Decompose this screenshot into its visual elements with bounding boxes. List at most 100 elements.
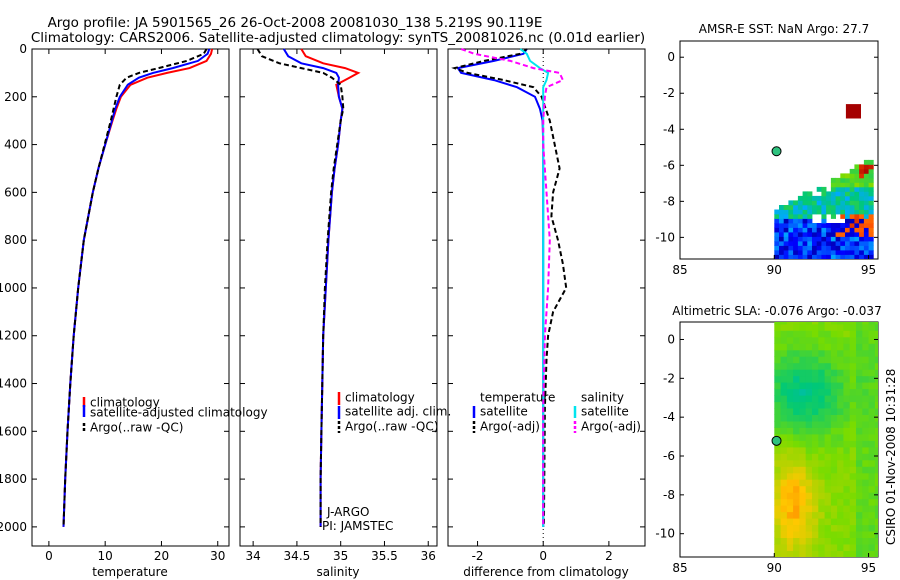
map-cell [774, 421, 781, 428]
map-cell [812, 485, 819, 493]
map-cell [863, 227, 869, 233]
map-cell [793, 209, 799, 215]
map-cell [788, 250, 794, 255]
map-cell [793, 492, 800, 500]
map-cell [812, 511, 819, 519]
map-cell [854, 214, 860, 219]
map-cell [786, 395, 794, 403]
map-cell [830, 356, 838, 364]
map-cell [802, 209, 808, 215]
map-cell [799, 453, 807, 461]
map-cell [845, 241, 851, 246]
map-cell [843, 356, 851, 364]
map-cell [799, 446, 807, 454]
map-cell [840, 214, 846, 219]
map-cell [835, 241, 841, 246]
map-cell [837, 524, 844, 532]
map-cell [818, 537, 825, 545]
map-cell [874, 524, 878, 532]
map-cell [786, 459, 794, 467]
map-cell [821, 245, 827, 251]
map-cell [793, 241, 799, 246]
map-cell [793, 330, 800, 338]
map-cell [840, 186, 846, 192]
map-cell [843, 388, 851, 396]
map-cell [863, 209, 869, 215]
map-cell [780, 427, 788, 435]
map-cell [780, 349, 788, 357]
salinity-annotation-jargo: J-ARGO [326, 505, 369, 519]
map-cell [837, 382, 844, 390]
map-cell [818, 375, 825, 383]
map-cell [779, 227, 785, 233]
map-cell [845, 223, 851, 228]
map-cell [854, 254, 860, 259]
map-cell [868, 544, 876, 551]
map-cell [799, 518, 807, 526]
map-cell [840, 200, 846, 206]
map-cell [812, 227, 818, 233]
map-cell [786, 421, 794, 428]
series-line-temperature-satellite [456, 48, 545, 527]
map-cell [780, 382, 788, 390]
map-cell [843, 479, 851, 487]
map-cell [779, 232, 785, 237]
map-cell [849, 492, 857, 500]
map-cell [802, 205, 808, 210]
map-cell [774, 218, 780, 224]
map-cell [868, 168, 874, 174]
map-cell [818, 322, 825, 325]
sst-map-axes: 85 90 95 0 -2 -4 -6 -8 -10 [655, 50, 878, 277]
map-y-tick-label: -10 [655, 527, 675, 541]
map-cell [868, 241, 874, 246]
map-cell [830, 227, 836, 233]
map-cell [840, 241, 846, 246]
map-cell [859, 186, 865, 192]
map-cell [843, 453, 851, 461]
map-cell [797, 245, 803, 251]
map-cell [840, 191, 846, 197]
map-cell [837, 479, 844, 487]
map-cell [843, 323, 851, 331]
map-cell [856, 408, 863, 415]
map-cell [788, 254, 794, 259]
map-cell [774, 356, 781, 364]
map-cell [837, 375, 844, 383]
map-cell [821, 254, 827, 259]
map-cell [824, 382, 832, 390]
map-cell [774, 550, 781, 557]
map-cell [824, 537, 832, 545]
map-cell [862, 511, 869, 519]
map-cell [786, 518, 794, 526]
map-cell [843, 485, 851, 493]
map-cell [843, 440, 851, 448]
map-cell [821, 218, 827, 224]
map-cell [845, 200, 851, 206]
map-cell [799, 395, 807, 403]
map-cell [854, 186, 860, 192]
map-cell [812, 245, 818, 251]
map-cell [779, 250, 785, 255]
map-cell [849, 421, 857, 428]
map-cell [830, 369, 838, 377]
map-cell [821, 223, 827, 228]
map-cell [786, 440, 794, 448]
map-cell [843, 531, 851, 538]
map-cell [805, 524, 813, 532]
map-cell [849, 200, 855, 206]
map-cell [859, 218, 865, 224]
x-tick-label: 10 [98, 549, 113, 563]
map-cell [859, 195, 865, 201]
map-cell [874, 472, 878, 480]
map-cell [793, 518, 800, 526]
map-cell [824, 524, 832, 532]
map-cell [837, 440, 844, 448]
map-cell [780, 531, 788, 538]
map-cell [868, 232, 874, 237]
map-cell [862, 382, 869, 390]
map-cell [849, 336, 857, 344]
map-cell [774, 349, 781, 357]
salinity-legend: climatology satellite adj. clim. Argo(..… [337, 391, 451, 434]
map-cell [824, 511, 832, 519]
map-cell [874, 537, 878, 545]
